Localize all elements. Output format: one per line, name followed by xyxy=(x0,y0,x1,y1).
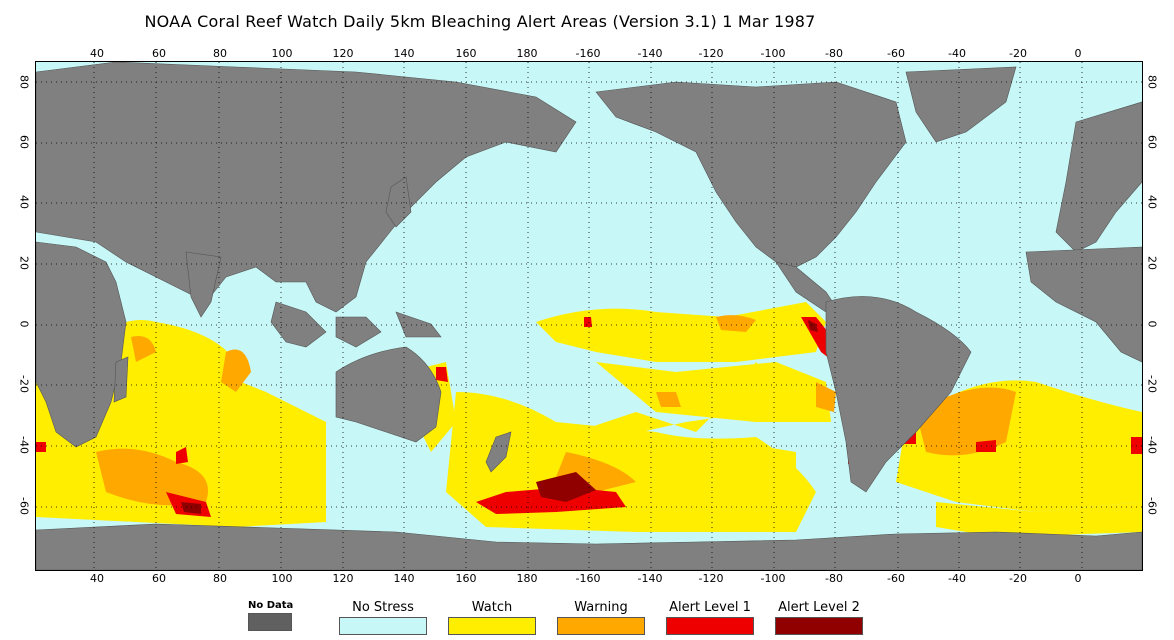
alert1-areas xyxy=(36,317,1142,517)
lon-label-bottom: -120 xyxy=(698,572,724,585)
lat-label-left: 0 xyxy=(17,320,31,328)
legend-swatch xyxy=(248,613,292,631)
alert2-areas xyxy=(181,320,818,514)
land-masses xyxy=(36,62,1142,570)
lat-label-right: 40 xyxy=(1145,195,1159,209)
legend-swatch xyxy=(666,617,754,635)
lon-label-top: 40 xyxy=(90,47,104,60)
legend-warning: Warning xyxy=(557,600,645,635)
lon-label-top: -60 xyxy=(887,47,905,60)
lon-label-top: 180 xyxy=(516,47,538,60)
lat-label-left: 40 xyxy=(17,195,31,209)
lon-label-top: -160 xyxy=(575,47,601,60)
lon-label-bottom: -80 xyxy=(825,572,843,585)
map-title: NOAA Coral Reef Watch Daily 5km Bleachin… xyxy=(144,12,816,31)
lon-label-bottom: 140 xyxy=(393,572,415,585)
lon-label-top: -20 xyxy=(1009,47,1027,60)
legend-label: No Data xyxy=(248,600,294,611)
lon-label-top: -100 xyxy=(760,47,786,60)
lon-label-bottom: 120 xyxy=(332,572,354,585)
legend-alert-2: Alert Level 2 xyxy=(775,600,863,635)
lat-label-left: 80 xyxy=(17,75,31,89)
legend-label: Watch xyxy=(471,600,513,615)
lat-label-right: -40 xyxy=(1145,436,1159,454)
lat-label-left: -60 xyxy=(17,497,31,515)
lat-label-left: 20 xyxy=(17,256,31,270)
legend-label: No Stress xyxy=(352,600,414,615)
lat-label-left: -40 xyxy=(17,436,31,454)
legend-label: Warning xyxy=(574,600,628,615)
lon-label-top: 0 xyxy=(1074,47,1082,60)
legend-swatch xyxy=(775,617,863,635)
lon-label-bottom: 180 xyxy=(516,572,538,585)
lat-label-right: 20 xyxy=(1145,256,1159,270)
lon-label-top: 80 xyxy=(213,47,227,60)
legend-alert-1: Alert Level 1 xyxy=(666,600,754,635)
lon-label-bottom: 100 xyxy=(271,572,293,585)
lon-label-bottom: 0 xyxy=(1074,572,1082,585)
lon-label-top: 120 xyxy=(332,47,354,60)
lat-label-right: 60 xyxy=(1145,135,1159,149)
lon-label-bottom: -140 xyxy=(637,572,663,585)
lon-label-top: 140 xyxy=(393,47,415,60)
legend-label: Alert Level 2 xyxy=(778,600,860,615)
legend-swatch xyxy=(448,617,536,635)
lat-label-right: -20 xyxy=(1145,375,1159,393)
lat-label-right: 0 xyxy=(1145,320,1159,328)
lon-label-top: 60 xyxy=(152,47,166,60)
lon-label-bottom: -160 xyxy=(575,572,601,585)
lon-label-bottom: -100 xyxy=(760,572,786,585)
legend-no-stress: No Stress xyxy=(339,600,427,635)
lon-label-bottom: -20 xyxy=(1009,572,1027,585)
lon-label-bottom: -60 xyxy=(887,572,905,585)
alert-map xyxy=(35,61,1143,571)
lon-label-top: -80 xyxy=(825,47,843,60)
lon-label-top: 100 xyxy=(271,47,293,60)
lon-label-bottom: 60 xyxy=(152,572,166,585)
lon-label-top: -140 xyxy=(637,47,663,60)
lat-label-left: -20 xyxy=(17,375,31,393)
lon-label-bottom: 40 xyxy=(90,572,104,585)
lat-label-right: 80 xyxy=(1145,75,1159,89)
lon-label-bottom: 160 xyxy=(455,572,477,585)
lon-label-top: -120 xyxy=(698,47,724,60)
legend-swatch xyxy=(339,617,427,635)
legend-watch: Watch xyxy=(448,600,536,635)
lat-label-right: -60 xyxy=(1145,497,1159,515)
map-canvas xyxy=(36,62,1142,570)
lon-label-top: 160 xyxy=(455,47,477,60)
legend-no-data: No Data xyxy=(248,600,294,631)
legend-swatch xyxy=(557,617,645,635)
legend-label: Alert Level 1 xyxy=(669,600,751,615)
lat-label-left: 60 xyxy=(17,135,31,149)
lon-label-bottom: 80 xyxy=(213,572,227,585)
lon-label-top: -40 xyxy=(948,47,966,60)
lon-label-bottom: -40 xyxy=(948,572,966,585)
